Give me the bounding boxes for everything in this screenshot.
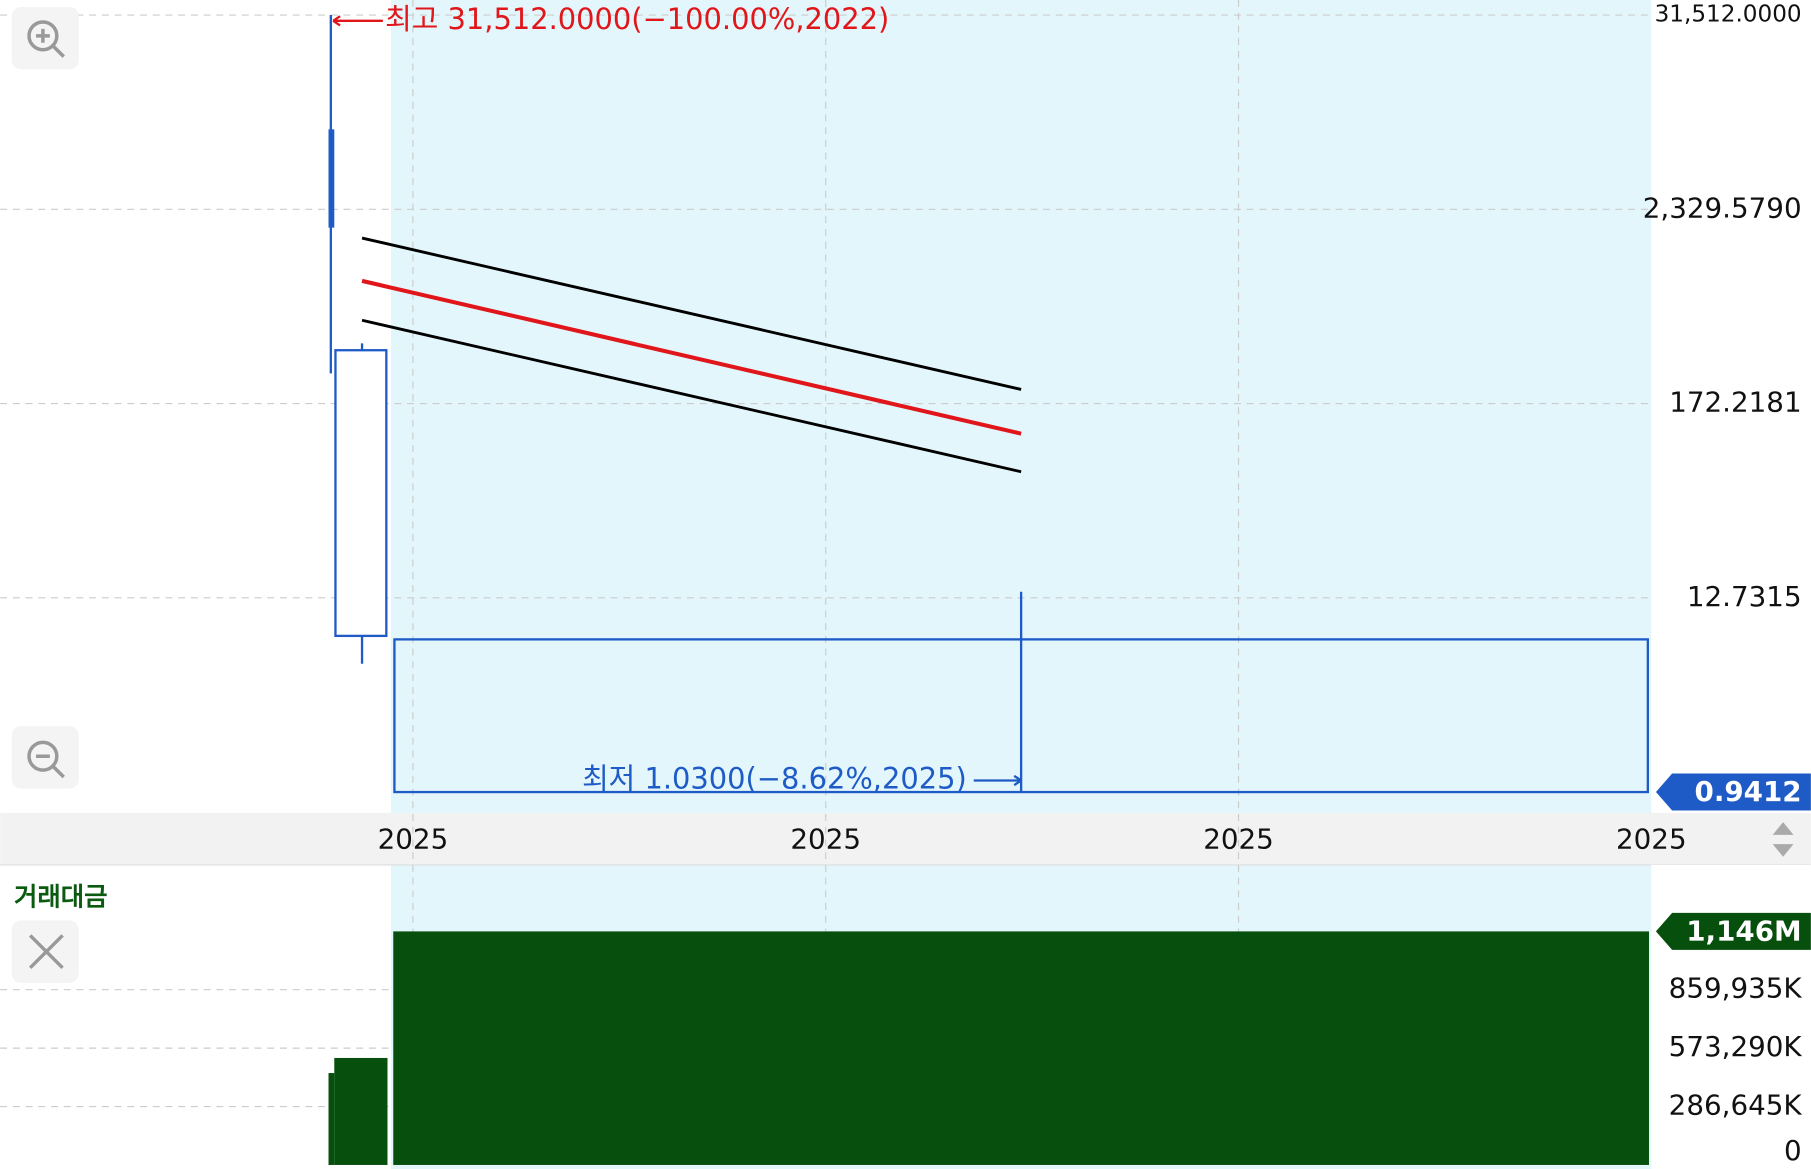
close-panel[interactable] — [11, 920, 79, 983]
last-value-label: 1,146M — [1686, 915, 1801, 948]
zoom-out-icon[interactable] — [35, 754, 65, 779]
zoom-in-icon[interactable] — [27, 20, 59, 52]
zoom-in[interactable] — [11, 6, 79, 70]
high-annotation: 최고 31,512.0000(−100.00%,2022) — [385, 2, 889, 36]
scroll-arrows[interactable] — [1772, 822, 1794, 857]
price-axis-bg — [1651, 0, 1811, 813]
candle-body — [393, 638, 1649, 794]
y-tick-label: 573,290K — [1669, 1030, 1803, 1063]
zoom-out-icon[interactable] — [27, 740, 59, 772]
overlay-line — [361, 236, 1022, 391]
high-arrow — [332, 15, 383, 27]
overlay-line — [361, 278, 1022, 436]
y-tick-label: 31,512.0000 — [1655, 2, 1802, 28]
axis-scroll[interactable] — [1772, 822, 1794, 857]
candle-body — [334, 349, 388, 638]
y-tick-label: 172.2181 — [1669, 386, 1801, 419]
overlay-line — [361, 318, 1022, 474]
y-tick-label: 0 — [1784, 1134, 1802, 1167]
zoom-out[interactable] — [11, 726, 79, 789]
volume-axis-bg — [1651, 864, 1811, 1169]
last-value-tag — [1655, 912, 1811, 950]
volume-title: 거래대금 — [14, 881, 108, 911]
zoom-in-bg[interactable] — [11, 6, 79, 70]
low-annotation: 최저 1.0300(−8.62%,2025) — [582, 761, 967, 795]
volume-bar — [393, 931, 1649, 1165]
zoom-in-icon[interactable] — [35, 28, 65, 58]
x-axis-band — [0, 812, 1811, 865]
candle-body — [328, 129, 335, 228]
y-tick-label: 859,935K — [1669, 972, 1803, 1005]
volume-bar — [328, 1073, 335, 1165]
x-tick-label: 2025 — [1616, 823, 1687, 856]
y-tick-label: 2,329.5790 — [1643, 191, 1802, 224]
close-icon[interactable] — [28, 934, 64, 970]
x-tick-label: 2025 — [378, 823, 449, 856]
x-tick-label: 2025 — [790, 823, 861, 856]
last-price-label: 0.9412 — [1695, 775, 1802, 808]
last-price-tag — [1655, 773, 1811, 811]
x-tick-label: 2025 — [1203, 823, 1274, 856]
volume-bar — [334, 1057, 388, 1165]
y-tick-label: 12.7315 — [1687, 580, 1802, 613]
y-tick-label: 286,645K — [1669, 1089, 1803, 1122]
